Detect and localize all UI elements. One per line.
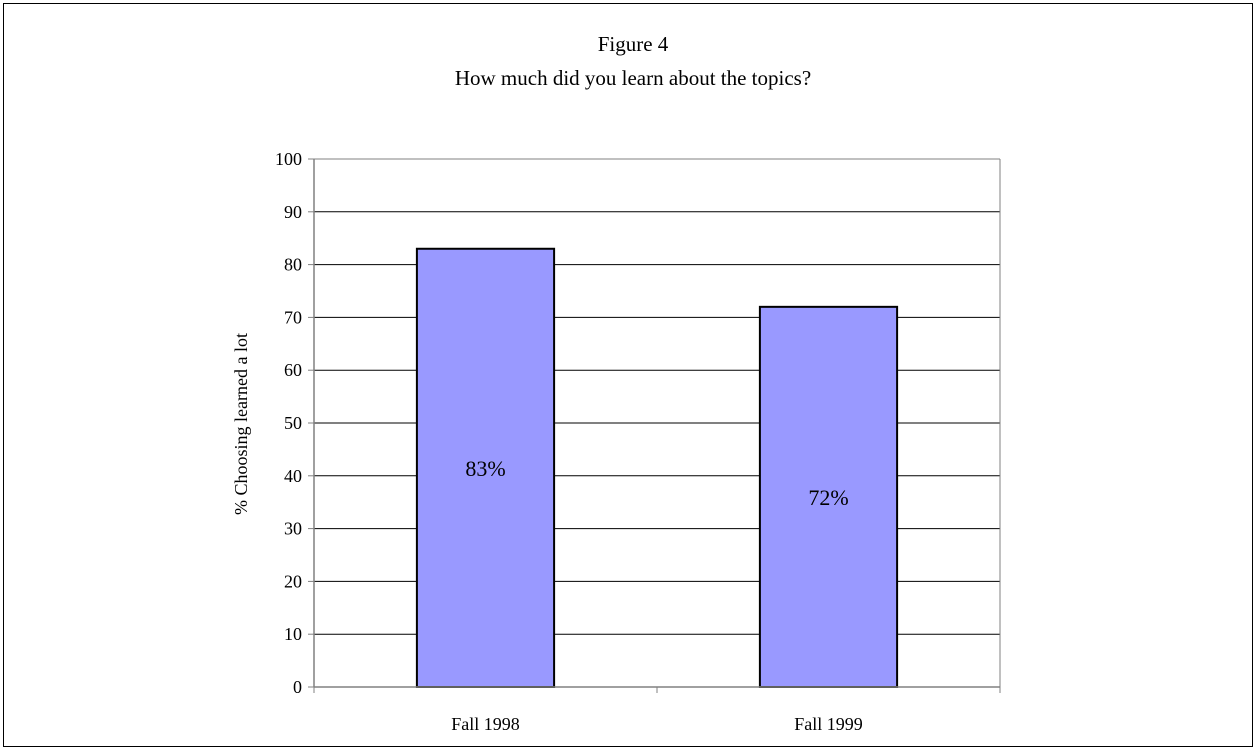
y-tick-label: 100 xyxy=(275,149,302,169)
y-tick-label: 80 xyxy=(284,255,302,275)
x-tick-labels: Fall 1998 Fall 1999 xyxy=(451,714,863,734)
y-tick-label: 40 xyxy=(284,466,302,486)
x-tick-label: Fall 1999 xyxy=(794,714,863,734)
y-axis-label: % Choosing learned a lot xyxy=(231,333,251,515)
y-tick-label: 20 xyxy=(284,571,302,591)
chart-frame: Figure 4 How much did you learn about th… xyxy=(3,3,1253,747)
bars xyxy=(415,247,899,688)
bar-chart: Figure 4 How much did you learn about th… xyxy=(231,32,1001,734)
y-tick-label: 0 xyxy=(293,677,302,697)
y-tick-label: 50 xyxy=(284,413,302,433)
y-tick-label: 30 xyxy=(284,519,302,539)
x-tick-label: Fall 1998 xyxy=(451,714,520,734)
chart-subtitle: How much did you learn about the topics? xyxy=(455,66,811,90)
y-tick-label: 60 xyxy=(284,360,302,380)
y-tick-label: 90 xyxy=(284,202,302,222)
data-label: 83% xyxy=(465,456,505,481)
data-label: 72% xyxy=(808,485,848,510)
y-tick-label: 70 xyxy=(284,307,302,327)
y-tick-labels: 0 10 20 30 40 50 60 70 80 90 100 xyxy=(275,149,302,697)
chart-title: Figure 4 xyxy=(598,32,669,56)
axes xyxy=(308,158,1001,693)
y-tick-label: 10 xyxy=(284,624,302,644)
bar xyxy=(415,247,556,688)
data-labels: 83% 72% xyxy=(465,456,848,510)
bar xyxy=(758,305,899,688)
